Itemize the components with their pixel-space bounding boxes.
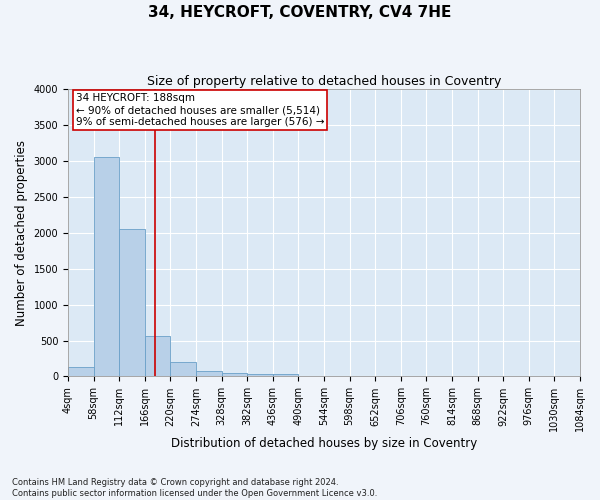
Bar	[145, 336, 170, 376]
Bar	[221, 372, 247, 376]
Bar	[196, 370, 221, 376]
Bar	[273, 374, 298, 376]
X-axis label: Distribution of detached houses by size in Coventry: Distribution of detached houses by size …	[171, 437, 477, 450]
Text: Contains HM Land Registry data © Crown copyright and database right 2024.
Contai: Contains HM Land Registry data © Crown c…	[12, 478, 377, 498]
Bar	[94, 156, 119, 376]
Bar	[68, 367, 94, 376]
Bar	[170, 362, 196, 376]
Bar	[119, 228, 145, 376]
Text: 34 HEYCROFT: 188sqm
← 90% of detached houses are smaller (5,514)
9% of semi-deta: 34 HEYCROFT: 188sqm ← 90% of detached ho…	[76, 94, 324, 126]
Text: 34, HEYCROFT, COVENTRY, CV4 7HE: 34, HEYCROFT, COVENTRY, CV4 7HE	[148, 5, 452, 20]
Y-axis label: Number of detached properties: Number of detached properties	[15, 140, 28, 326]
Bar	[247, 374, 273, 376]
Title: Size of property relative to detached houses in Coventry: Size of property relative to detached ho…	[147, 75, 501, 88]
